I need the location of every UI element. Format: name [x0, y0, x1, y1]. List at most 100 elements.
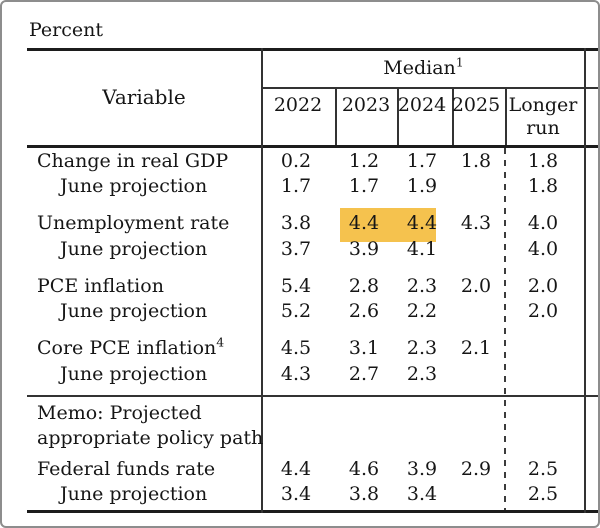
cell-value: 2.3 [406, 337, 438, 359]
column-header-2022: 2022 [273, 94, 323, 116]
year-divider-2024-2025 [452, 88, 454, 145]
next-section-underline-stub [585, 87, 598, 89]
top-rule [27, 48, 598, 51]
cell-value: 2.0 [527, 300, 559, 322]
median-underline [261, 87, 585, 89]
cell-value: 4.3 [280, 363, 312, 385]
row-label: June projection [60, 175, 207, 197]
variable-column-header: Variable [27, 84, 261, 110]
memo-top-rule [27, 395, 598, 397]
row-label-text: Change in real GDP [37, 150, 229, 172]
column-header-2025: 2025 [451, 94, 501, 116]
cell-value: 3.8 [280, 212, 312, 234]
section-right-divider [584, 48, 586, 513]
table-row: Federal funds rate 4.4 4.6 3.9 2.9 2.5 [2, 458, 598, 484]
unit-label: Percent [29, 19, 104, 41]
cell-value: 3.4 [280, 483, 312, 505]
row-label: Federal funds rate [37, 458, 215, 480]
cell-value: 4.3 [460, 212, 492, 234]
cell-value: 3.7 [280, 238, 312, 260]
row-label: Core PCE inflation4 [37, 334, 225, 359]
variable-header-label: Variable [102, 85, 186, 109]
row-label-text: Core PCE inflation [37, 337, 217, 359]
row-label-text: Unemployment rate [37, 212, 230, 234]
cell-value: 2.1 [460, 337, 492, 359]
bottom-rule [27, 510, 598, 513]
footnote-marker: 4 [216, 334, 225, 350]
cell-value: 4.1 [406, 238, 438, 260]
header-bottom-rule [27, 145, 598, 148]
cell-value: 1.8 [527, 150, 559, 172]
cell-value: 2.7 [348, 363, 380, 385]
cell-value: 2.8 [348, 275, 380, 297]
cell-value: 4.0 [527, 238, 559, 260]
cell-value: 4.6 [348, 458, 380, 480]
cell-value: 0.2 [280, 150, 312, 172]
cell-value: 1.2 [348, 150, 380, 172]
table-row: June projection 5.2 2.6 2.2 2.0 [2, 300, 598, 326]
column-header-longer-run: Longer run [508, 94, 578, 139]
row-label-text: PCE inflation [37, 275, 164, 297]
row-label-text: June projection [60, 175, 208, 197]
cell-value: 1.7 [280, 175, 312, 197]
cell-value: 3.9 [406, 458, 438, 480]
cell-value: 3.4 [406, 483, 438, 505]
cell-value: 1.7 [348, 175, 380, 197]
table-row: PCE inflation 5.4 2.8 2.3 2.0 2.0 [2, 275, 598, 301]
cell-value: 5.4 [280, 275, 312, 297]
longer-run-dashed-divider [504, 148, 506, 510]
cell-value: 1.8 [460, 150, 492, 172]
cell-value: 3.1 [348, 337, 380, 359]
cell-value: 2.6 [348, 300, 380, 322]
highlight-band [340, 208, 436, 242]
median-header-label: Median [383, 57, 456, 79]
cell-value: 2.3 [406, 275, 438, 297]
cell-value: 3.9 [348, 238, 380, 260]
year-divider-2023-2024 [397, 88, 399, 145]
cell-value: 3.8 [348, 483, 380, 505]
cell-value: 2.5 [527, 458, 559, 480]
cell-value: 2.3 [406, 363, 438, 385]
year-divider-2025-longer-run [505, 88, 507, 145]
cell-value: 1.9 [406, 175, 438, 197]
row-label-text: June projection [60, 238, 208, 260]
cell-value: 1.7 [406, 150, 438, 172]
variable-column-divider [261, 48, 263, 513]
row-label: June projection [60, 238, 207, 260]
row-label: June projection [60, 300, 207, 322]
row-label: PCE inflation [37, 275, 164, 297]
cell-value: 2.2 [406, 300, 438, 322]
table-row: June projection 3.4 3.8 3.4 2.5 [2, 483, 598, 509]
cell-value: 2.5 [527, 483, 559, 505]
cell-value: 2.0 [527, 275, 559, 297]
memo-line-2: appropriate policy path [37, 427, 264, 449]
table-row: June projection 3.7 3.9 4.1 4.0 [2, 238, 598, 264]
row-label-text: June projection [60, 363, 208, 385]
year-divider-2022-2023 [335, 88, 337, 145]
table-row: Core PCE inflation4 4.5 3.1 2.3 2.1 [2, 334, 598, 363]
column-header-2024: 2024 [397, 94, 447, 116]
memo-line-1: Memo: Projected [37, 402, 202, 424]
row-label: Unemployment rate [37, 212, 229, 234]
cell-value: 1.8 [527, 175, 559, 197]
row-label: Change in real GDP [37, 150, 228, 172]
cell-value: 2.0 [460, 275, 492, 297]
table-row: Unemployment rate 3.8 4.4 4.4 4.3 4.0 [2, 212, 598, 238]
row-label-text: June projection [60, 483, 208, 505]
cell-value: 4.4 [280, 458, 312, 480]
table-row: June projection 1.7 1.7 1.9 1.8 [2, 175, 598, 201]
row-label-text: June projection [60, 300, 208, 322]
cell-value: 5.2 [280, 300, 312, 322]
median-group-header: Median1 [262, 55, 585, 81]
cell-value: 4.5 [280, 337, 312, 359]
table-row: June projection 4.3 2.7 2.3 [2, 363, 598, 389]
table-row: Change in real GDP 0.2 1.2 1.7 1.8 1.8 [2, 150, 598, 176]
cell-value: 4.0 [527, 212, 559, 234]
row-label-text: Federal funds rate [37, 458, 216, 480]
median-footnote-marker: 1 [455, 54, 464, 70]
cell-value: 2.9 [460, 458, 492, 480]
row-label: June projection [60, 363, 207, 385]
cell-value: 4.4 [406, 212, 438, 234]
cell-value: 4.4 [348, 212, 380, 234]
